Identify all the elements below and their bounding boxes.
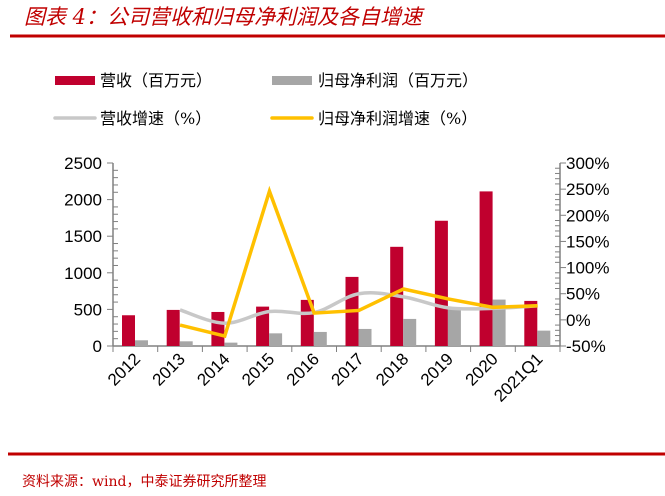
profit-bar [269,333,283,346]
legend-label-profit: 归母净利润（百万元） [318,71,478,90]
revenue-bar [166,309,180,346]
profit-bar [403,318,417,346]
profit-bar [358,328,372,346]
x-axis-tick-label: 2021Q1 [490,349,546,405]
legend-label-profit-growth: 归母净利润增速（%） [318,109,477,128]
chart-title: 图表 4：公司营收和归母净利润及各自增速 [24,5,425,29]
revenue-bar [211,311,225,346]
profit-bar [135,340,148,346]
profit-bar [537,330,551,346]
right-axis-tick-label: 0% [566,311,591,330]
source-note: 资料来源：wind，中泰证券研究所整理 [22,474,266,490]
x-axis-tick-label: 2018 [372,349,412,389]
left-axis-tick-label: 2000 [64,191,102,210]
right-axis-tick-label: -50% [566,337,606,356]
right-axis-tick-label: 250% [566,180,609,199]
x-axis-tick-label: 2020 [462,349,502,389]
legend-swatch-profit [272,76,312,85]
profit-growth-line [179,185,538,339]
left-axis-tick-label: 1000 [64,264,102,283]
revenue-growth-line [179,291,538,326]
right-axis-tick-label: 150% [566,232,609,251]
revenue-bar [524,300,538,346]
left-axis-tick-label: 1500 [64,227,102,246]
x-axis-tick-label: 2016 [283,349,323,389]
x-axis-tick-label: 2019 [417,349,457,389]
left-axis-tick-label: 0 [93,337,102,356]
legend: 营收（百万元） 归母净利润（百万元） 营收增速（%） 归母净利润增速（%） [53,71,478,128]
right-axis-tick-label: 300% [566,154,609,173]
left-axis-tick-label: 500 [74,300,102,319]
x-axis-tick-label: 2014 [193,349,233,389]
x-axis-tick-label: 2012 [104,349,144,389]
right-axis-tick-label: 200% [566,206,609,225]
x-axis-tick-label: 2013 [149,349,189,389]
legend-label-revenue-growth: 营收增速（%） [100,109,211,128]
revenue-bar [434,220,448,346]
x-axis-tick-label: 2017 [327,349,367,389]
profit-bar [313,331,327,346]
revenue-bar [256,306,270,346]
left-axis-tick-label: 2500 [64,154,102,173]
profit-bar [179,341,193,346]
profit-bar [447,308,461,346]
profit-bar [224,342,238,346]
profit-bar [492,299,506,346]
x-axis-tick-label: 2015 [238,349,278,389]
legend-label-revenue: 营收（百万元） [100,71,212,90]
revenue-bar [479,191,493,346]
right-axis-tick-label: 50% [566,285,600,304]
revenue-bar [122,315,135,346]
legend-swatch-revenue [55,76,95,85]
right-axis-tick-label: 100% [566,259,609,278]
